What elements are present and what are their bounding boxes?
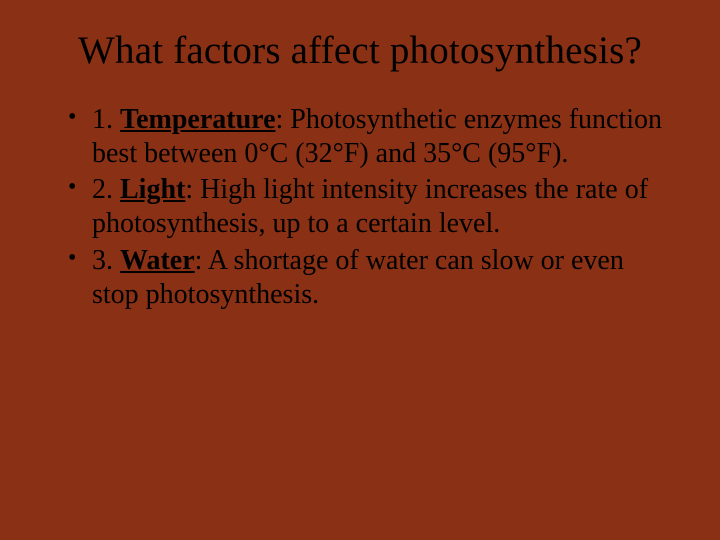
bullet-prefix: 1. bbox=[92, 104, 120, 135]
list-item: 2. Light: High light intensity increases… bbox=[68, 173, 676, 241]
slide-title: What factors affect photosynthesis? bbox=[44, 28, 676, 73]
bullet-keyword: Light bbox=[120, 174, 185, 205]
list-item: 3. Water: A shortage of water can slow o… bbox=[68, 244, 676, 312]
bullet-list: 1. Temperature: Photosynthetic enzymes f… bbox=[44, 103, 676, 312]
bullet-keyword: Water bbox=[120, 245, 195, 276]
bullet-prefix: 2. bbox=[92, 174, 120, 205]
list-item: 1. Temperature: Photosynthetic enzymes f… bbox=[68, 103, 676, 171]
bullet-keyword: Temperature bbox=[120, 104, 276, 135]
bullet-prefix: 3. bbox=[92, 245, 120, 276]
